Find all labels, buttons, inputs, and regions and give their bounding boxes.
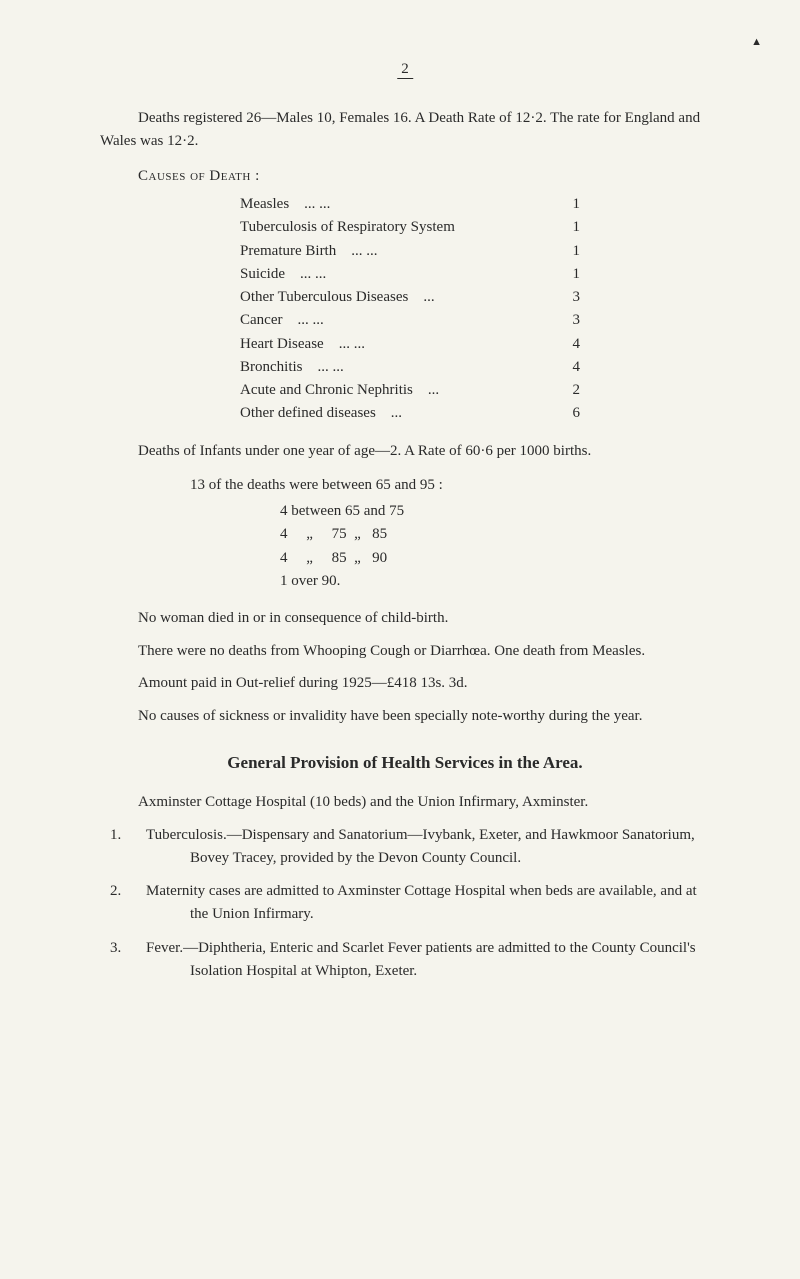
cause-row: Measles ... ... 1 <box>240 193 710 216</box>
corner-mark: ▲ <box>751 36 762 48</box>
item-text: Fever.—Diphtheria, Enteric and Scarlet F… <box>146 937 710 984</box>
causes-of-death-heading: Causes of Death : <box>138 168 710 185</box>
age-line: 4 „ 85 „ 90 <box>280 547 710 570</box>
numbered-item: 2. Maternity cases are admitted to Axmin… <box>100 880 710 927</box>
cause-value: 2 <box>550 379 580 402</box>
numbered-item: 1. Tuberculosis.—Dispensary and Sanatori… <box>100 824 710 871</box>
cause-row: Bronchitis ... ... 4 <box>240 356 710 379</box>
cause-name: Other Tuberculous Diseases ... <box>240 286 550 309</box>
axminster-paragraph: Axminster Cottage Hospital (10 beds) and… <box>100 791 710 814</box>
childbirth-paragraph: No woman died in or in consequence of ch… <box>100 607 710 630</box>
infants-paragraph: Deaths of Infants under one year of age—… <box>100 440 710 463</box>
causes-table: Measles ... ... 1 Tuberculosis of Respir… <box>240 193 710 426</box>
cause-row: Other defined diseases ... 6 <box>240 402 710 425</box>
cause-row: Suicide ... ... 1 <box>240 263 710 286</box>
cause-name: Premature Birth ... ... <box>240 240 550 263</box>
cause-name: Bronchitis ... ... <box>240 356 550 379</box>
sickness-paragraph: No causes of sickness or invalidity have… <box>100 705 710 728</box>
cause-row: Acute and Chronic Nephritis ... 2 <box>240 379 710 402</box>
cause-value: 4 <box>550 356 580 379</box>
cause-row: Cancer ... ... 3 <box>240 309 710 332</box>
cause-value: 1 <box>550 263 580 286</box>
cause-value: 1 <box>550 216 580 239</box>
cause-row: Heart Disease ... ... 4 <box>240 333 710 356</box>
cause-row: Premature Birth ... ... 1 <box>240 240 710 263</box>
item-text: Maternity cases are admitted to Axminste… <box>146 880 710 927</box>
outrelief-paragraph: Amount paid in Out-relief during 1925—£4… <box>100 672 710 695</box>
cause-name: Other defined diseases ... <box>240 402 550 425</box>
page-number: 2 <box>397 61 413 79</box>
cause-name: Heart Disease ... ... <box>240 333 550 356</box>
item-number: 1. <box>100 824 146 871</box>
cause-value: 6 <box>550 402 580 425</box>
age-line: 4 „ 75 „ 85 <box>280 523 710 546</box>
cause-name: Measles ... ... <box>240 193 550 216</box>
cause-name: Cancer ... ... <box>240 309 550 332</box>
item-text: Tuberculosis.—Dispensary and Sanatorium—… <box>146 824 710 871</box>
section-title: General Provision of Health Services in … <box>100 753 710 773</box>
cause-value: 4 <box>550 333 580 356</box>
numbered-item: 3. Fever.—Diphtheria, Enteric and Scarle… <box>100 937 710 984</box>
cause-row: Tuberculosis of Respiratory System 1 <box>240 216 710 239</box>
cause-name: Tuberculosis of Respiratory System <box>240 216 550 239</box>
age-line: 1 over 90. <box>280 570 710 593</box>
age-line: 4 between 65 and 75 <box>280 500 710 523</box>
ages-lead: 13 of the deaths were between 65 and 95 … <box>190 477 710 494</box>
ages-block: 4 between 65 and 75 4 „ 75 „ 85 4 „ 85 „… <box>280 500 710 593</box>
cause-value: 3 <box>550 286 580 309</box>
cause-value: 1 <box>550 193 580 216</box>
document-page: ▲ 2 Deaths registered 26—Males 10, Femal… <box>0 0 800 1279</box>
cause-value: 1 <box>550 240 580 263</box>
item-number: 3. <box>100 937 146 984</box>
cause-name: Acute and Chronic Nephritis ... <box>240 379 550 402</box>
whooping-paragraph: There were no deaths from Whooping Cough… <box>100 640 710 663</box>
cause-name: Suicide ... ... <box>240 263 550 286</box>
intro-paragraph: Deaths registered 26—Males 10, Females 1… <box>100 107 710 152</box>
item-number: 2. <box>100 880 146 927</box>
cause-row: Other Tuberculous Diseases ... 3 <box>240 286 710 309</box>
cause-value: 3 <box>550 309 580 332</box>
